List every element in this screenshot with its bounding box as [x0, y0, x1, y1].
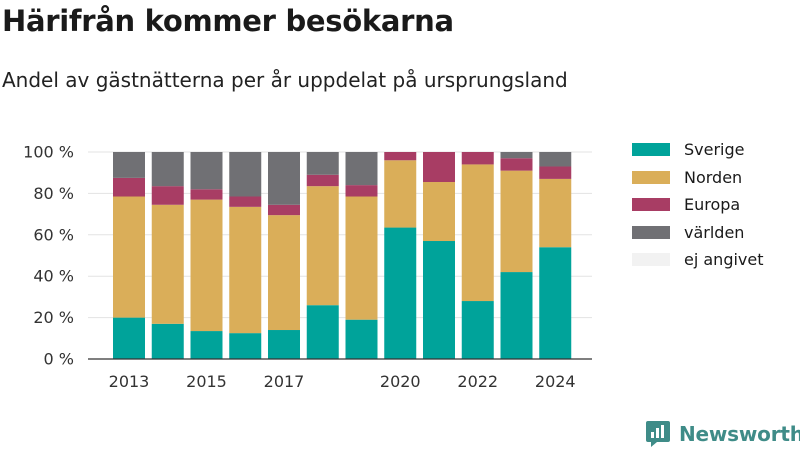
bar-segment-Europa	[345, 185, 378, 197]
bar-segment-världen	[306, 152, 339, 175]
y-tick-label: 40 %	[33, 267, 74, 286]
x-tick-label: 2020	[380, 372, 421, 391]
bar-segment-Norden	[539, 178, 572, 248]
y-tick-label: 80 %	[33, 184, 74, 203]
bar-segment-Norden	[384, 160, 417, 228]
bar-segment-världen	[268, 152, 300, 205]
bar-segment-Europa	[461, 152, 494, 165]
bar-segment-Europa	[229, 196, 262, 207]
bar-segment-världen	[190, 152, 223, 190]
chart-title: Härifrån kommer besökarna	[2, 4, 454, 38]
bar-segment-världen	[539, 152, 572, 167]
legend-item: världen	[632, 219, 764, 247]
legend-item: Europa	[632, 191, 764, 219]
newsworthy-logo: Newsworthy	[645, 420, 800, 448]
bar-segment-Sverige	[113, 317, 145, 359]
x-tick-label: 2024	[535, 372, 576, 391]
legend-swatch	[632, 253, 670, 267]
bar-segment-Norden	[190, 199, 223, 332]
legend: Sverige Norden Europa världen ej angivet	[632, 136, 764, 274]
newsworthy-logo-text: Newsworthy	[679, 422, 800, 446]
bar-segment-världen	[151, 152, 184, 187]
bar-segment-Norden	[151, 204, 184, 324]
bar-segment-Europa	[268, 204, 300, 216]
bar-segment-Europa	[384, 152, 417, 161]
legend-item: Norden	[632, 164, 764, 192]
y-tick-label: 20 %	[33, 308, 74, 327]
legend-label: Sverige	[684, 140, 745, 160]
bar-segment-Norden	[113, 196, 145, 318]
bar-segment-världen	[345, 152, 378, 186]
bar-segment-Sverige	[345, 319, 378, 359]
bar-segment-Sverige	[384, 227, 417, 359]
legend-label: Norden	[684, 167, 743, 187]
bar-segment-Sverige	[461, 301, 494, 359]
bar-segment-Europa	[151, 186, 184, 205]
bar-segment-Sverige	[423, 241, 455, 359]
bar-segment-Sverige	[229, 333, 262, 359]
bar-segment-Sverige	[500, 272, 533, 359]
bar-segment-Norden	[306, 186, 339, 306]
bar-segment-Norden	[500, 170, 533, 273]
legend-label: Europa	[684, 195, 741, 215]
x-tick-label: 2015	[186, 372, 227, 391]
bar-segment-Sverige	[151, 323, 184, 359]
bar-segment-Norden	[268, 215, 300, 331]
bar-segment-Sverige	[190, 331, 223, 359]
bar-segment-Norden	[229, 206, 262, 334]
legend-item: Sverige	[632, 136, 764, 164]
legend-swatch	[632, 170, 670, 184]
bar-segment-Sverige	[539, 247, 572, 359]
axes: 0 % 20 % 40 % 60 % 80 % 100 % 2013 2015 2017 2020…	[23, 143, 592, 391]
bars	[113, 152, 572, 359]
y-tick-label: 100 %	[23, 143, 74, 162]
bar-segment-Sverige	[268, 330, 300, 359]
bar-segment-världen	[500, 152, 533, 159]
newsworthy-logo-icon	[646, 421, 670, 447]
y-tick-label: 60 %	[33, 225, 74, 244]
legend-swatch	[632, 143, 670, 157]
bar-segment-Norden	[461, 164, 494, 302]
bar-segment-världen	[229, 152, 262, 197]
legend-swatch	[632, 198, 670, 212]
bar-segment-Europa	[500, 158, 533, 171]
y-tick-label: 0 %	[44, 350, 74, 369]
bar-segment-Europa	[423, 152, 455, 183]
x-tick-label: 2013	[109, 372, 150, 391]
bar-segment-Europa	[113, 177, 145, 197]
legend-label: ej angivet	[684, 250, 764, 270]
chart-subtitle: Andel av gästnätterna per år uppdelat på…	[2, 68, 568, 92]
legend-swatch	[632, 225, 670, 239]
bar-segment-Norden	[423, 182, 455, 242]
x-tick-label: 2017	[264, 372, 305, 391]
bar-segment-Norden	[345, 196, 378, 320]
bar-segment-Europa	[190, 189, 223, 200]
bar-segment-världen	[113, 152, 145, 178]
bar-segment-Europa	[306, 174, 339, 187]
legend-item: ej angivet	[632, 246, 764, 274]
x-tick-label: 2022	[457, 372, 498, 391]
bar-segment-Europa	[539, 166, 572, 179]
legend-label: världen	[684, 222, 745, 242]
bar-segment-Sverige	[306, 305, 339, 359]
